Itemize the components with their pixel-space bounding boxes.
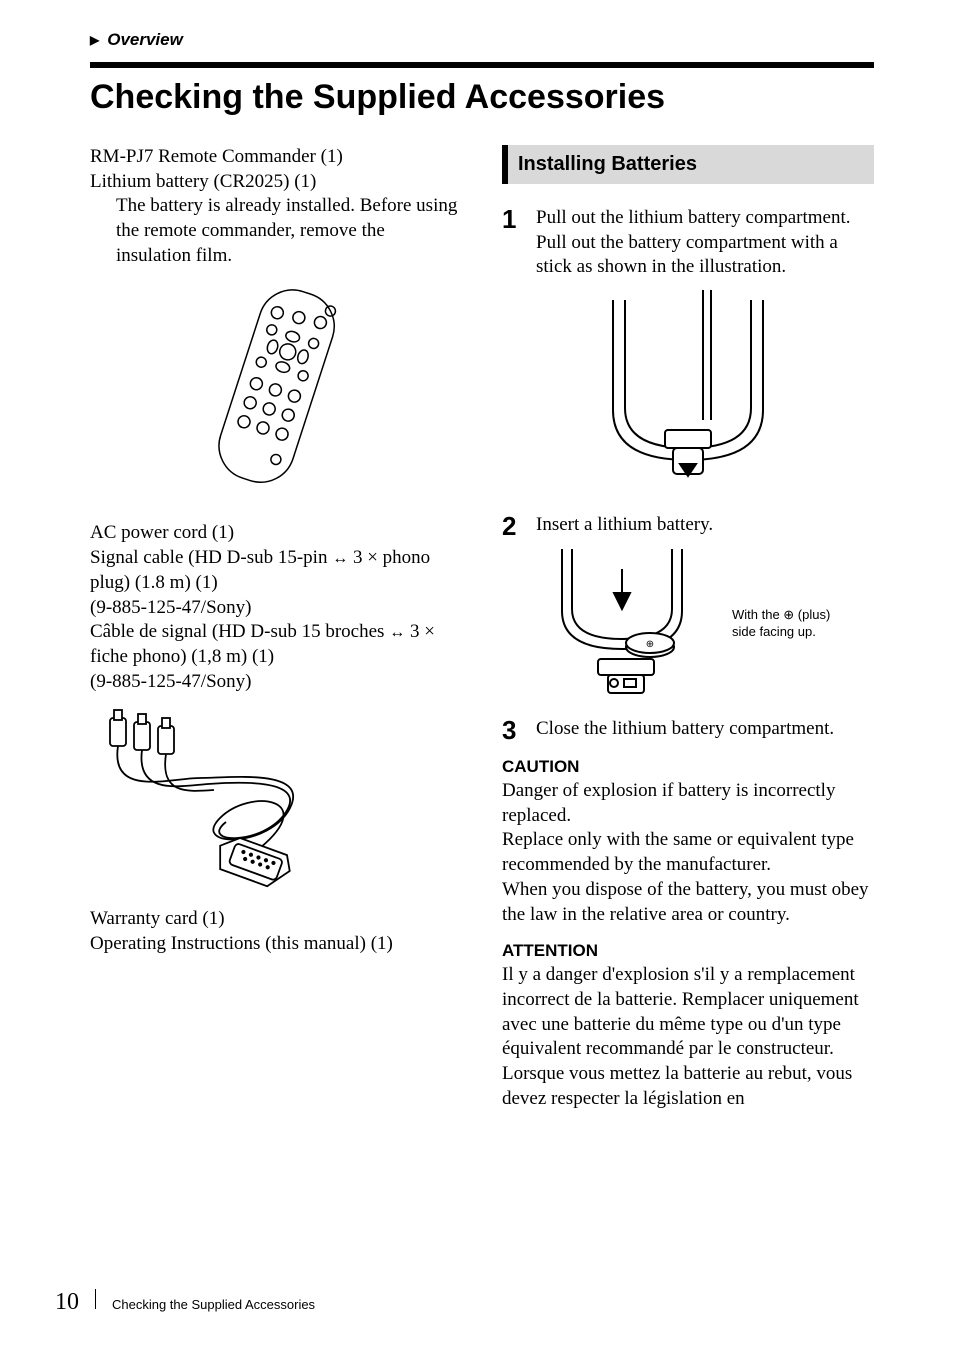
lithium-battery-line: Lithium battery (CR2025) (1) [90, 170, 462, 195]
left-column: RM-PJ7 Remote Commander (1) Lithium batt… [90, 145, 462, 1111]
triangle-icon: ▶ [90, 33, 99, 47]
caution-heading: CAUTION [502, 757, 874, 777]
signal-cable-fr: Câble de signal (HD D-sub 15 broches ↔ 3… [90, 620, 462, 669]
signal-cable-en: Signal cable (HD D-sub 15-pin ↔ 3 × phon… [90, 546, 462, 595]
content-columns: RM-PJ7 Remote Commander (1) Lithium batt… [90, 145, 874, 1111]
battery-note: The battery is already installed. Before… [116, 194, 462, 268]
footer-divider [95, 1289, 96, 1309]
plus-side-note: With the ⊕ (plus) side facing up. [732, 607, 830, 641]
operating-instructions: Operating Instructions (this manual) (1) [90, 932, 462, 957]
pullout-icon [573, 290, 803, 490]
step-2: 2 Insert a lithium battery. [502, 513, 874, 539]
signal-en-pre: Signal cable (HD D-sub 15-pin [90, 547, 332, 568]
pullout-illustration [502, 290, 874, 495]
caution-text-1: Danger of explosion if battery is incorr… [502, 779, 874, 828]
step-number: 1 [502, 206, 524, 280]
attention-text-2: Lorsque vous mettez la batterie au rebut… [502, 1062, 874, 1111]
step-3: 3 Close the lithium battery compartment. [502, 717, 874, 743]
warranty-card: Warranty card (1) [90, 907, 462, 932]
right-column: Installing Batteries 1 Pull out the lith… [502, 145, 874, 1111]
signal-fr-part: (9-885-125-47/Sony) [90, 670, 462, 695]
page-title: Checking the Supplied Accessories [90, 78, 874, 117]
double-arrow-icon: ↔ [332, 550, 348, 567]
attention-heading: ATTENTION [502, 941, 874, 961]
signal-fr-pre: Câble de signal (HD D-sub 15 broches [90, 621, 389, 642]
insert-icon: ⊕ [532, 549, 722, 699]
step-number: 2 [502, 513, 524, 539]
step-body: Pull out the lithium battery compartment… [536, 206, 874, 280]
attention-text-1: Il y a danger d'explosion s'il y a rempl… [502, 963, 874, 1062]
ac-power-cord: AC power cord (1) [90, 521, 462, 546]
cable-icon [90, 708, 350, 888]
footer-title: Checking the Supplied Accessories [112, 1297, 315, 1312]
section-header-text: Overview [107, 30, 183, 50]
installing-batteries-heading: Installing Batteries [502, 145, 874, 184]
rule-thick [90, 62, 874, 68]
insert-illustration: ⊕ With the ⊕ (plus) side facing up. [532, 549, 874, 699]
caution-text-2: Replace only with the same or equivalent… [502, 828, 874, 877]
step2-main: Insert a lithium battery. [536, 513, 874, 539]
plus-note-2: side facing up. [732, 624, 830, 641]
step1-sub: Pull out the battery compartment with a … [536, 231, 874, 280]
step3-main: Close the lithium battery compartment. [536, 717, 874, 743]
step-1: 1 Pull out the lithium battery compartme… [502, 206, 874, 280]
plus-note-1: With the ⊕ (plus) [732, 607, 830, 624]
remote-commander-line: RM-PJ7 Remote Commander (1) [90, 145, 462, 170]
page-number: 10 [55, 1289, 79, 1316]
page-footer: 10 Checking the Supplied Accessories [55, 1289, 315, 1316]
svg-text:⊕: ⊕ [646, 639, 654, 650]
remote-illustration [90, 278, 462, 503]
section-header: ▶ Overview [90, 30, 874, 50]
step-number: 3 [502, 717, 524, 743]
signal-en-part: (9-885-125-47/Sony) [90, 596, 462, 621]
caution-text-3: When you dispose of the battery, you mus… [502, 878, 874, 927]
remote-icon [176, 278, 376, 498]
cable-illustration [90, 708, 462, 893]
double-arrow-icon: ↔ [389, 624, 405, 641]
step1-main: Pull out the lithium battery compartment… [536, 206, 874, 231]
